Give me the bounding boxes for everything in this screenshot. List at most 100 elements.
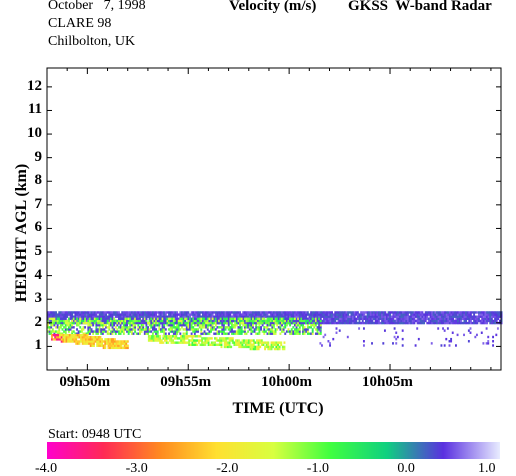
velocity-cell (474, 319, 477, 323)
velocity-cell (198, 315, 201, 318)
velocity-cell (71, 323, 74, 327)
velocity-cell (242, 315, 245, 318)
velocity-cell (308, 332, 311, 335)
velocity-cell (193, 321, 196, 325)
velocity-cell (314, 313, 317, 316)
velocity-cell (163, 315, 166, 318)
velocity-cell (59, 319, 62, 323)
velocity-cell (292, 313, 295, 316)
velocity-cell (51, 330, 54, 333)
velocity-cell (57, 336, 60, 339)
velocity-cell (77, 311, 80, 314)
velocity-cell (48, 326, 51, 329)
velocity-cell (189, 313, 191, 316)
velocity-cell (164, 332, 167, 335)
velocity-cell (93, 344, 95, 347)
velocity-cell (55, 313, 57, 316)
velocity-cell (195, 321, 198, 325)
velocity-cell (80, 340, 82, 343)
velocity-cell (242, 323, 245, 327)
velocity-cell (152, 337, 155, 340)
velocity-cell (318, 332, 321, 335)
velocity-cell (93, 330, 96, 333)
velocity-cell (101, 332, 104, 335)
velocity-cell (151, 319, 154, 323)
velocity-cell (55, 333, 58, 337)
velocity-cell (214, 321, 217, 325)
velocity-cell (308, 321, 311, 325)
velocity-cell (81, 333, 84, 337)
velocity-cell (65, 338, 68, 341)
velocity-cell (293, 319, 296, 323)
velocity-cell (197, 339, 200, 342)
velocity-cell (204, 337, 207, 340)
velocity-cell (497, 311, 500, 314)
velocity-cell (101, 328, 104, 331)
velocity-cell (205, 315, 208, 318)
velocity-cell (318, 315, 321, 318)
velocity-cell (355, 321, 358, 325)
velocity-cell (489, 311, 492, 314)
velocity-cell (490, 315, 493, 318)
velocity-cell (266, 326, 269, 329)
velocity-cell (271, 332, 274, 335)
velocity-cell (242, 313, 245, 316)
velocity-cell (344, 321, 346, 325)
velocity-cell (91, 336, 94, 339)
velocity-cell (284, 326, 287, 329)
velocity-cell (247, 317, 250, 321)
velocity-cell (151, 337, 154, 340)
velocity-cell (269, 332, 272, 335)
velocity-cell (174, 319, 177, 323)
velocity-cell (314, 315, 317, 318)
velocity-cell (72, 315, 75, 318)
velocity-cell (88, 336, 91, 339)
velocity-cell (201, 343, 204, 346)
velocity-cell (140, 328, 143, 331)
velocity-cell (107, 346, 110, 350)
velocity-cell (461, 315, 464, 318)
velocity-cell (69, 313, 72, 316)
velocity-cell (256, 339, 258, 342)
velocity-cell (366, 311, 369, 314)
velocity-cell (112, 340, 115, 343)
velocity-cell (113, 321, 116, 325)
velocity-cell (67, 336, 70, 339)
velocity-cell (245, 326, 248, 329)
velocity-cell (473, 315, 476, 318)
velocity-cell (179, 313, 182, 316)
velocity-cell (77, 323, 80, 327)
velocity-cell (335, 331, 338, 334)
velocity-cell (180, 311, 183, 314)
velocity-cell (176, 317, 179, 321)
velocity-cell (239, 343, 242, 346)
velocity-cell (134, 323, 137, 327)
velocity-cell (223, 343, 226, 346)
velocity-cell (278, 341, 281, 344)
velocity-cell (280, 341, 283, 344)
velocity-cell (302, 313, 304, 316)
velocity-cell (77, 317, 80, 321)
velocity-cell (271, 326, 274, 329)
velocity-cell (127, 332, 130, 335)
velocity-cell (97, 338, 100, 341)
velocity-cell (103, 319, 106, 323)
velocity-cell (195, 328, 198, 331)
velocity-cell (305, 317, 308, 321)
velocity-cell (129, 323, 132, 327)
velocity-cell (437, 313, 440, 316)
velocity-cell (313, 326, 316, 329)
velocity-cell (318, 319, 321, 323)
velocity-cell (251, 347, 254, 351)
velocity-cell (421, 311, 424, 314)
velocity-cell (126, 323, 129, 327)
velocity-cell (406, 311, 409, 314)
velocity-cell (59, 332, 62, 335)
velocity-cell (90, 311, 93, 314)
velocity-cell (135, 317, 138, 321)
velocity-cell (494, 313, 497, 316)
velocity-cell (137, 319, 140, 323)
velocity-cell (279, 313, 282, 316)
velocity-cell (263, 328, 266, 331)
velocity-cell (129, 313, 132, 316)
